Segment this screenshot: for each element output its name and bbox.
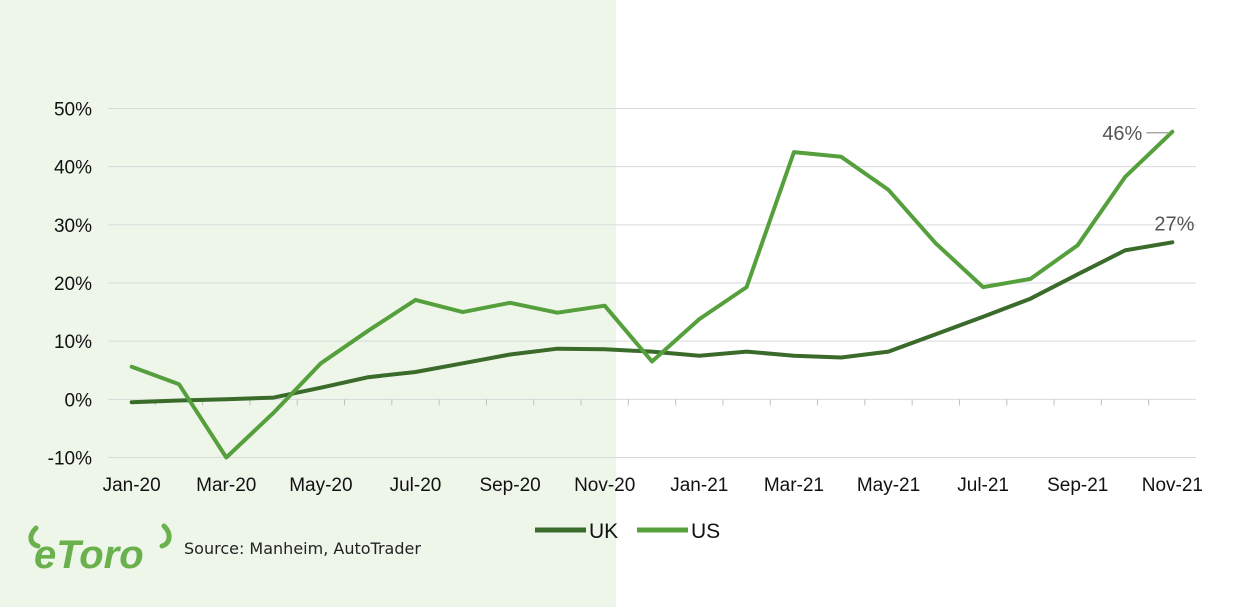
x-tick-label: Mar-21 (764, 475, 824, 496)
grid (108, 108, 1196, 458)
source-note: Source: Manheim, AutoTrader (184, 539, 421, 558)
y-tick-label: 0% (65, 390, 93, 411)
x-tick-label: Sep-21 (1047, 475, 1108, 496)
y-axis-ticks: -10% 0% 10% 20% 30% 40% 50% (48, 100, 92, 470)
y-tick-label: 30% (54, 216, 92, 237)
etoro-logo-text: eToro (34, 533, 144, 577)
x-tick-label: Jul-21 (957, 475, 1009, 496)
y-tick-label: 50% (54, 100, 92, 121)
y-tick-label: 20% (54, 274, 92, 295)
x-tick-label: May-20 (289, 475, 352, 496)
x-tick-label: May-21 (857, 475, 920, 496)
annotation-us-last: 46% (1102, 123, 1142, 145)
series-line-us (129, 129, 1175, 460)
series-lines (129, 129, 1175, 460)
legend-us-label: US (691, 520, 720, 543)
x-tick-label: Jan-21 (670, 475, 728, 496)
series-line-uk (129, 240, 1175, 405)
x-tick-label: Jan-20 (103, 475, 161, 496)
x-tick-label: Jul-20 (390, 475, 442, 496)
x-tick-label: Sep-20 (479, 475, 540, 496)
x-tick-label: Nov-21 (1142, 475, 1203, 496)
etoro-logo: eToro (26, 522, 176, 578)
x-axis-ticks: Jan-20 Mar-20 May-20 Jul-20 Sep-20 Nov-20 Jan-… (103, 399, 1203, 496)
shaded-region-2020 (0, 0, 616, 607)
y-tick-label: -10% (48, 449, 92, 470)
annotation-uk-last: 27% (1154, 213, 1194, 235)
y-tick-label: 10% (54, 332, 92, 353)
annotations: 46% 27% (1102, 123, 1194, 236)
x-tick-label: Nov-20 (574, 475, 635, 496)
x-tick-label: Mar-20 (196, 475, 256, 496)
legend-uk-label: UK (589, 520, 618, 543)
legend: UK US (535, 520, 720, 543)
y-tick-label: 40% (54, 158, 92, 179)
